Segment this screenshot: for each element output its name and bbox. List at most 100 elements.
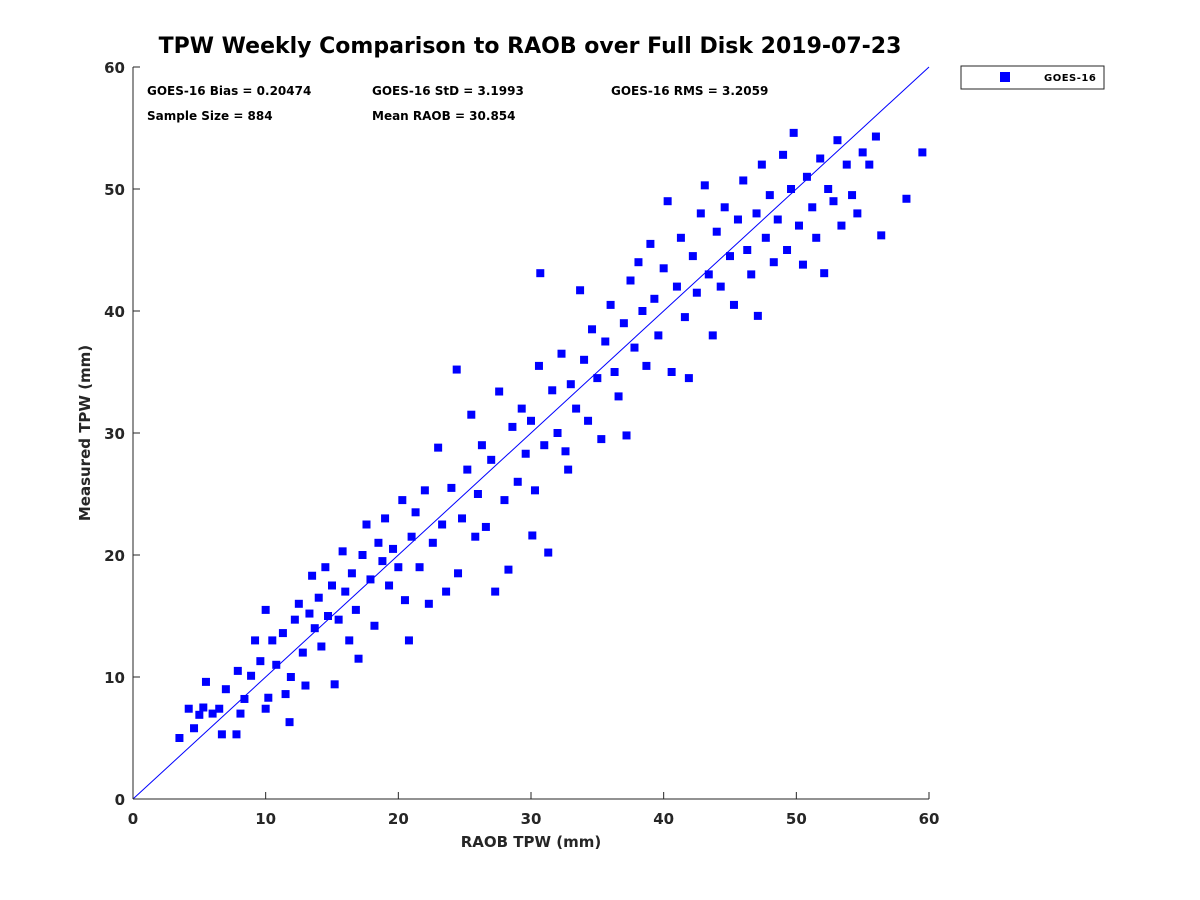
data-point bbox=[338, 547, 347, 556]
data-point bbox=[837, 221, 846, 230]
data-point bbox=[308, 571, 317, 580]
data-point bbox=[619, 319, 628, 328]
data-point bbox=[646, 239, 655, 248]
data-point bbox=[853, 209, 862, 218]
data-point bbox=[779, 150, 788, 159]
data-point bbox=[753, 311, 762, 320]
data-point bbox=[407, 532, 416, 541]
data-point bbox=[816, 154, 825, 163]
data-point bbox=[447, 483, 456, 492]
data-point bbox=[540, 441, 549, 450]
data-point bbox=[597, 435, 606, 444]
data-point bbox=[190, 724, 199, 733]
data-point bbox=[802, 172, 811, 181]
data-point bbox=[195, 710, 204, 719]
data-point bbox=[865, 160, 874, 169]
data-point bbox=[808, 203, 817, 212]
data-point bbox=[789, 128, 798, 137]
data-points bbox=[175, 128, 927, 742]
data-point bbox=[634, 258, 643, 267]
data-point bbox=[842, 160, 851, 169]
x-tick-label: 20 bbox=[388, 810, 409, 828]
y-ticks: 0 10 20 30 40 50 60 bbox=[104, 59, 140, 809]
data-point bbox=[278, 629, 287, 638]
data-point bbox=[667, 368, 676, 376]
x-axis-label: RAOB TPW (mm) bbox=[461, 833, 602, 851]
data-point bbox=[328, 581, 336, 590]
data-point bbox=[871, 132, 880, 141]
data-point bbox=[588, 325, 597, 334]
data-point bbox=[411, 508, 420, 517]
data-point bbox=[215, 704, 224, 713]
data-point bbox=[622, 431, 631, 440]
data-point bbox=[500, 496, 509, 505]
data-point bbox=[794, 221, 803, 230]
data-point bbox=[553, 429, 562, 437]
data-point bbox=[610, 368, 619, 376]
data-point bbox=[471, 532, 480, 541]
data-point bbox=[530, 486, 539, 495]
data-point bbox=[256, 657, 265, 666]
data-point bbox=[902, 194, 911, 203]
data-point bbox=[572, 404, 581, 413]
data-point bbox=[747, 270, 756, 279]
data-point bbox=[720, 203, 729, 212]
data-point bbox=[404, 636, 413, 645]
data-point bbox=[726, 252, 734, 261]
data-point bbox=[680, 313, 689, 322]
data-point bbox=[580, 355, 589, 364]
data-point bbox=[491, 587, 500, 596]
data-point bbox=[341, 587, 350, 596]
data-point bbox=[752, 209, 761, 218]
x-tick-label: 10 bbox=[255, 810, 276, 828]
data-point bbox=[261, 605, 270, 614]
data-point bbox=[247, 671, 256, 680]
data-point bbox=[481, 522, 490, 531]
data-point bbox=[761, 233, 770, 242]
data-point bbox=[351, 605, 360, 614]
data-point bbox=[345, 636, 354, 645]
data-point bbox=[301, 681, 310, 690]
data-point bbox=[281, 690, 290, 699]
data-point bbox=[564, 465, 573, 474]
data-point bbox=[696, 209, 705, 218]
data-point bbox=[434, 443, 443, 452]
data-point bbox=[528, 531, 537, 540]
data-point bbox=[858, 148, 867, 157]
data-point bbox=[310, 624, 319, 633]
y-tick-label: 40 bbox=[104, 303, 125, 321]
data-point bbox=[232, 730, 241, 739]
data-point bbox=[381, 514, 390, 523]
data-point bbox=[362, 520, 371, 529]
data-point bbox=[743, 246, 752, 254]
data-point bbox=[321, 563, 330, 572]
stat-std: GOES-16 StD = 3.1993 bbox=[372, 84, 524, 98]
data-point bbox=[467, 410, 476, 419]
data-point bbox=[442, 587, 451, 596]
data-point bbox=[184, 704, 193, 713]
data-point bbox=[400, 596, 409, 605]
data-point bbox=[783, 246, 792, 254]
data-point bbox=[251, 636, 260, 645]
data-point bbox=[378, 557, 387, 566]
data-point bbox=[712, 227, 721, 236]
data-point bbox=[833, 136, 842, 145]
data-point bbox=[692, 288, 701, 297]
data-point bbox=[236, 709, 245, 718]
data-point bbox=[584, 416, 593, 425]
data-point bbox=[557, 349, 566, 358]
y-axis-label: Measured TPW (mm) bbox=[76, 345, 94, 521]
data-point bbox=[294, 599, 303, 608]
data-point bbox=[389, 544, 398, 553]
data-point bbox=[638, 307, 647, 315]
data-point bbox=[626, 276, 635, 285]
data-point bbox=[729, 300, 738, 309]
legend-marker bbox=[1000, 72, 1010, 82]
data-point bbox=[298, 648, 307, 657]
stat-rms: GOES-16 RMS = 3.2059 bbox=[611, 84, 768, 98]
data-point bbox=[650, 294, 659, 303]
data-point bbox=[314, 593, 323, 602]
data-point bbox=[415, 563, 424, 572]
data-point bbox=[812, 233, 821, 242]
